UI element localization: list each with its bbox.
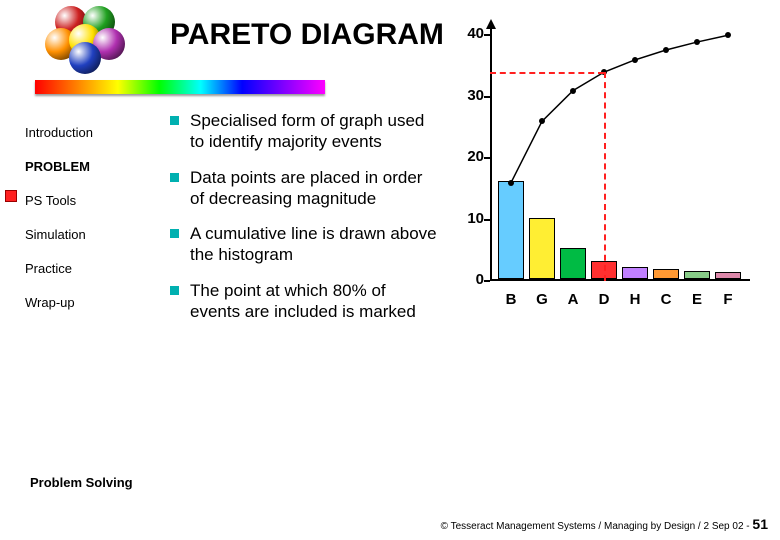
sidebar-item-label: Practice	[25, 261, 72, 276]
sidebar-item-problem[interactable]: PROBLEM	[25, 149, 147, 183]
x-tick-label: F	[715, 291, 741, 308]
cumulative-point	[570, 88, 576, 94]
sidebar-nav: Introduction PROBLEM PS Tools Simulation Pra…	[25, 115, 147, 319]
footer: © Tesseract Management Systems / Managin…	[441, 516, 768, 532]
bullet-text: The point at which 80% of events are inc…	[190, 280, 440, 323]
sidebar-item-label: Simulation	[25, 227, 86, 242]
bullet-square-icon	[170, 173, 179, 182]
bar-H	[622, 267, 648, 279]
page-number: 51	[752, 516, 768, 532]
x-tick-label: C	[653, 291, 679, 308]
sidebar-item-introduction[interactable]: Introduction	[25, 115, 147, 149]
y-tick-label: 20	[454, 148, 484, 165]
sidebar-item-label: PS Tools	[25, 193, 76, 208]
sidebar-item-label: PROBLEM	[25, 159, 90, 174]
copyright-text: © Tesseract Management Systems / Managin…	[441, 521, 744, 532]
sidebar-item-label: Wrap-up	[25, 295, 75, 310]
bullet-text: A cumulative line is drawn above the his…	[190, 223, 440, 266]
bullet-square-icon	[170, 116, 179, 125]
bullet-square-icon	[170, 229, 179, 238]
y-tick	[484, 280, 490, 282]
pareto-dashed-h	[490, 72, 604, 74]
x-tick-label: B	[498, 291, 524, 308]
sidebar-item-practice[interactable]: Practice	[25, 251, 147, 285]
logo-sphere	[69, 42, 101, 74]
x-tick-label: E	[684, 291, 710, 308]
y-tick-label: 0	[454, 271, 484, 288]
y-tick	[484, 219, 490, 221]
pareto-chart: 0 10 20 30 40 BGADHCEF	[450, 15, 760, 325]
cumulative-point	[663, 47, 669, 53]
sidebar-item-ps-tools[interactable]: PS Tools	[25, 183, 147, 217]
cumulative-point	[632, 57, 638, 63]
x-tick-label: A	[560, 291, 586, 308]
bullet-item: Specialised form of graph used to identi…	[170, 110, 440, 153]
x-tick-label: H	[622, 291, 648, 308]
sidebar-item-simulation[interactable]: Simulation	[25, 217, 147, 251]
active-marker-icon	[5, 190, 17, 202]
bar-C	[653, 269, 679, 279]
bullet-item: A cumulative line is drawn above the his…	[170, 223, 440, 266]
cumulative-point	[508, 180, 514, 186]
bar-A	[560, 248, 586, 279]
y-tick	[484, 34, 490, 36]
bullet-text: Specialised form of graph used to identi…	[190, 110, 440, 153]
cumulative-point	[694, 39, 700, 45]
bar-E	[684, 271, 710, 279]
bullet-square-icon	[170, 286, 179, 295]
bar-G	[529, 218, 555, 279]
bullet-item: Data points are placed in order of decre…	[170, 167, 440, 210]
sidebar-item-wrap-up[interactable]: Wrap-up	[25, 285, 147, 319]
bullet-text: Data points are placed in order of decre…	[190, 167, 440, 210]
page-title: PARETO DIAGRAM	[170, 18, 444, 52]
bullet-item: The point at which 80% of events are inc…	[170, 280, 440, 323]
logo	[45, 6, 135, 72]
y-tick	[484, 157, 490, 159]
problem-solving-label: Problem Solving	[30, 475, 133, 490]
y-tick-label: 30	[454, 87, 484, 104]
bullet-list: Specialised form of graph used to identi…	[170, 110, 440, 336]
y-tick-label: 40	[454, 25, 484, 42]
rainbow-divider	[35, 80, 325, 94]
y-tick	[484, 96, 490, 98]
x-tick-label: G	[529, 291, 555, 308]
bar-F	[715, 272, 741, 279]
bar-B	[498, 181, 524, 279]
y-tick-label: 10	[454, 210, 484, 227]
sidebar-item-label: Introduction	[25, 125, 93, 140]
x-tick-label: D	[591, 291, 617, 308]
pareto-dashed-v	[604, 72, 606, 281]
